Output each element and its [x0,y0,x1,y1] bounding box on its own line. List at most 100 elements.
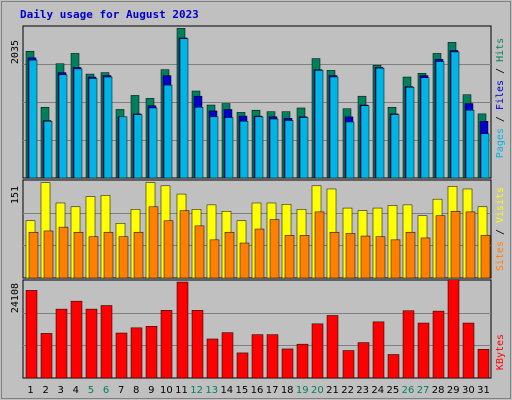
x-tick-day-6: 6 [103,385,109,396]
bar-sites-day-18 [284,235,295,279]
bar-pages-day-8 [133,114,143,179]
bar-kbytes-day-7 [115,332,128,379]
bar-sites-day-16 [254,228,265,279]
bar-kbytes-day-17 [266,334,279,379]
chart-panels: 2035 Pages / Files / Hits 151 Sites / Visit… [10,25,506,379]
bar-kbytes-day-4 [70,300,83,379]
bar-sites-day-1 [28,231,39,279]
bar-sites-day-14 [224,231,235,279]
bar-sites-day-21 [329,231,340,279]
bar-sites-day-23 [360,235,371,279]
bar-kbytes-day-30 [462,322,475,379]
bar-kbytes-day-19 [296,343,309,379]
bar-kbytes-day-2 [40,333,53,379]
x-tick-day-30: 30 [462,385,475,396]
bar-pages-day-28 [435,61,445,179]
bar-kbytes-day-16 [251,334,264,379]
bar-sites-day-30 [465,211,476,279]
bar-pages-day-14 [224,117,234,179]
bar-sites-day-10 [163,220,174,279]
series-label-part: / [495,62,506,80]
bar-sites-day-15 [239,242,250,279]
series-label-kbytes: KBytes [495,334,506,370]
bar-pages-day-9 [148,107,158,179]
x-tick-day-13: 13 [205,385,218,396]
bar-kbytes-day-14 [221,332,234,379]
series-label-part: / [495,223,506,241]
bar-kbytes-day-23 [357,342,370,379]
bar-kbytes-day-25 [387,354,400,379]
bar-pages-day-17 [269,118,279,179]
bar-sites-day-11 [179,210,190,279]
bar-kbytes-day-6 [100,305,113,379]
bar-kbytes-day-29 [447,279,460,379]
bar-kbytes-day-26 [402,310,415,379]
bar-sites-day-6 [103,231,114,279]
bar-sites-day-26 [405,231,416,279]
x-tick-day-1: 1 [27,385,33,396]
x-tick-day-22: 22 [341,385,354,396]
bar-sites-day-17 [269,219,280,279]
bar-kbytes-day-20 [311,323,324,379]
x-tick-day-16: 16 [251,385,264,396]
bar-pages-day-30 [465,109,475,179]
bar-pages-day-24 [375,67,385,179]
panel-kbytes: 24108 KBytes [10,279,506,379]
bar-kbytes-day-12 [191,310,204,379]
bar-kbytes-day-24 [372,321,385,379]
bar-kbytes-day-28 [432,310,445,379]
x-tick-day-2: 2 [42,385,48,396]
x-tick-day-23: 23 [356,385,369,396]
bar-sites-day-12 [194,225,205,279]
x-tick-day-4: 4 [73,385,79,396]
bar-sites-day-25 [390,239,401,279]
series-label-part: Files [495,80,506,110]
max-label-hits: 2035 [10,40,21,64]
bar-sites-day-7 [118,236,129,279]
x-tick-day-11: 11 [175,385,188,396]
x-tick-day-9: 9 [148,385,154,396]
bar-pages-day-19 [299,117,309,179]
bar-sites-day-24 [375,236,386,279]
bar-sites-day-27 [420,237,431,279]
bar-kbytes-day-21 [326,315,339,379]
bar-pages-day-10 [163,84,173,179]
x-tick-day-20: 20 [311,385,324,396]
bar-pages-day-20 [314,70,324,179]
bar-sites-day-22 [345,233,356,279]
bar-pages-day-21 [329,76,339,179]
bar-kbytes-day-1 [25,290,38,379]
x-tick-day-17: 17 [266,385,279,396]
max-label-kbytes: 24108 [10,283,21,313]
x-tick-day-28: 28 [432,385,445,396]
x-axis-labels: 1 2 3 4 5 6 7 8 9 10 11 12 13 14 15 16 17 18 19 20 21 22 23 24 2… [27,385,489,396]
x-tick-day-31: 31 [477,385,490,396]
bar-sites-day-8 [133,231,144,279]
x-tick-day-29: 29 [447,385,460,396]
bar-kbytes-day-11 [176,281,189,379]
bar-pages-day-6 [103,76,113,179]
bar-pages-day-26 [405,87,415,179]
bar-sites-day-28 [435,215,446,279]
panel-hits: 2035 Pages / Files / Hits [10,25,506,179]
bar-sites-day-5 [88,236,99,279]
x-tick-day-7: 7 [118,385,124,396]
x-tick-day-27: 27 [417,385,430,396]
bar-pages-day-31 [480,133,490,179]
series-label-part: Visits [495,187,506,223]
bar-sites-day-3 [58,226,69,279]
bar-pages-day-3 [58,74,68,179]
bar-kbytes-day-8 [130,327,143,379]
x-tick-day-8: 8 [133,385,139,396]
bar-sites-day-4 [73,231,84,279]
x-tick-day-18: 18 [281,385,294,396]
x-tick-day-21: 21 [326,385,339,396]
bar-kbytes-day-31 [477,349,490,379]
bar-pages-day-12 [194,106,204,179]
x-tick-day-3: 3 [58,385,64,396]
bar-pages-day-15 [239,120,249,179]
bar-sites-day-13 [209,239,220,279]
bar-pages-day-23 [360,105,370,179]
panel-visits: 151 Sites / Visits [10,179,506,279]
